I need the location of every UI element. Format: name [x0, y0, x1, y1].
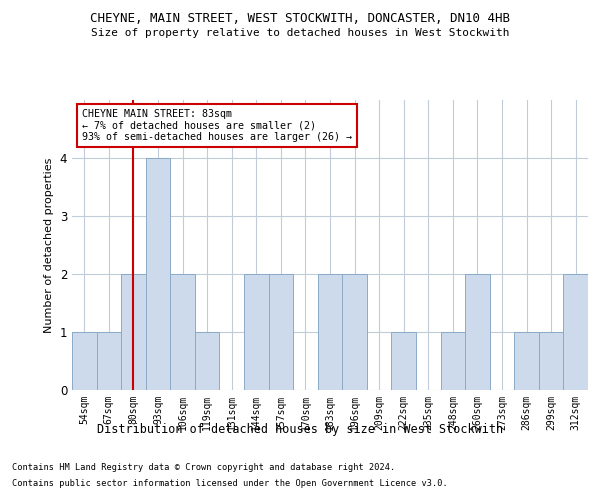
Bar [170, 274, 195, 390]
Bar [269, 274, 293, 390]
Text: Contains public sector information licensed under the Open Government Licence v3: Contains public sector information licen… [12, 478, 448, 488]
Bar [195, 332, 220, 390]
Bar [342, 274, 367, 390]
Bar [146, 158, 170, 390]
Text: Size of property relative to detached houses in West Stockwith: Size of property relative to detached ho… [91, 28, 509, 38]
Bar [539, 332, 563, 390]
Text: CHEYNE, MAIN STREET, WEST STOCKWITH, DONCASTER, DN10 4HB: CHEYNE, MAIN STREET, WEST STOCKWITH, DON… [90, 12, 510, 26]
Bar [391, 332, 416, 390]
Bar [72, 332, 97, 390]
Text: CHEYNE MAIN STREET: 83sqm
← 7% of detached houses are smaller (2)
93% of semi-de: CHEYNE MAIN STREET: 83sqm ← 7% of detach… [82, 108, 352, 142]
Bar [514, 332, 539, 390]
Text: Contains HM Land Registry data © Crown copyright and database right 2024.: Contains HM Land Registry data © Crown c… [12, 464, 395, 472]
Bar [244, 274, 269, 390]
Bar [97, 332, 121, 390]
Bar [563, 274, 588, 390]
Bar [318, 274, 342, 390]
Bar [465, 274, 490, 390]
Y-axis label: Number of detached properties: Number of detached properties [44, 158, 54, 332]
Bar [440, 332, 465, 390]
Bar [121, 274, 146, 390]
Text: Distribution of detached houses by size in West Stockwith: Distribution of detached houses by size … [97, 422, 503, 436]
